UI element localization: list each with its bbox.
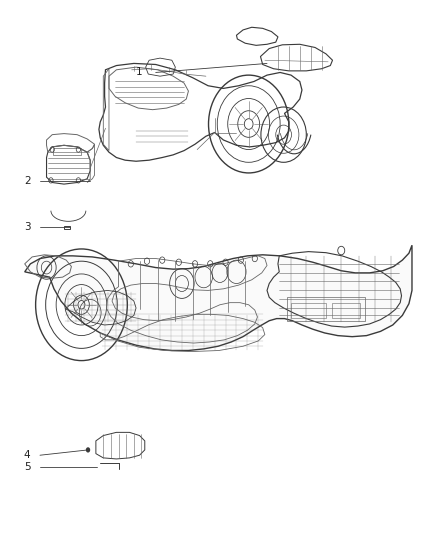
Circle shape xyxy=(86,447,90,453)
Text: 4: 4 xyxy=(24,450,30,460)
Bar xyxy=(291,303,326,318)
Text: 3: 3 xyxy=(24,222,30,232)
Bar xyxy=(53,149,81,155)
Text: 1: 1 xyxy=(136,68,143,77)
Text: 2: 2 xyxy=(24,176,30,187)
Polygon shape xyxy=(25,245,412,351)
Text: 5: 5 xyxy=(24,463,30,472)
Bar xyxy=(287,297,365,321)
Bar xyxy=(332,303,360,318)
